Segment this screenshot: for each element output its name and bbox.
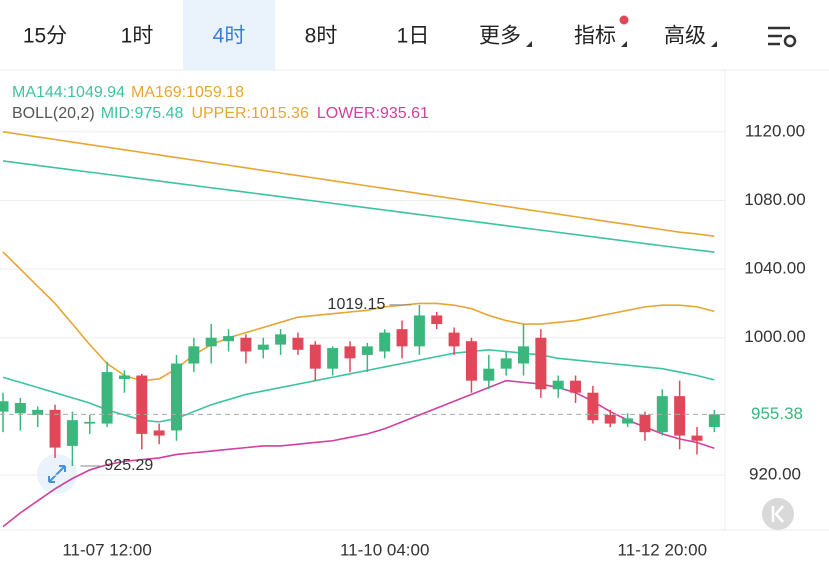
candle-body [118,375,130,379]
indicator-label: MA169:1059.18 [131,84,244,101]
candle-body [153,430,165,436]
candle-body [32,409,44,415]
candle-body [570,380,582,393]
indicator-line [2,130,715,237]
x-tick-label: 11-12 20:00 [618,540,707,559]
tool-icon [48,465,66,483]
y-tick-label: 1040.00 [744,259,805,278]
candle-body [66,420,78,446]
y-tick-label: 1000.00 [744,327,805,346]
min-label: 925.29 [104,457,153,474]
candle-body [223,336,235,342]
indicator-line [2,160,715,253]
x-tick-label: 11-07 12:00 [62,540,151,559]
dropdown-caret [711,41,717,47]
candle-body [0,401,9,412]
dropdown-caret [621,41,627,47]
candle-body [361,346,373,355]
candle-body [14,402,26,414]
max-label: 1019.15 [328,296,386,313]
candle-body [257,344,269,350]
tab[interactable]: 更多 [479,25,521,48]
tab[interactable]: 1日 [397,25,430,48]
candle-body [518,346,529,364]
tab[interactable]: 4时 [213,25,246,48]
candle-body [413,315,425,347]
candle-body [500,358,512,369]
tab[interactable]: 1时 [121,25,154,48]
dropdown-caret [526,41,532,47]
candle-body [674,396,686,436]
settings-icon[interactable] [768,26,797,48]
tab[interactable]: 8时 [305,25,338,48]
candle-body [344,346,356,359]
candle-body [275,334,287,345]
candle-body [136,375,148,434]
indicator-label: MA144:1049.94 [12,84,125,101]
candle-body [639,415,651,433]
y-tick-label: 920.00 [749,465,801,484]
badge-dot [619,15,629,25]
tab-selected-bg [183,0,275,70]
candle-body [622,418,634,424]
candle-body [587,392,599,421]
candle-body [327,348,339,369]
last-price-bg [730,401,826,428]
candle-body [188,346,200,364]
candle-body [240,337,252,352]
candle-body [691,435,703,441]
candle-body [171,363,182,431]
candle-body [552,380,564,390]
candle-body [656,396,668,433]
candle-body [431,315,443,325]
indicator-label: UPPER:1015.36 [191,105,309,122]
y-tick-label: 1120.00 [745,121,805,140]
candle-body [604,415,616,424]
y-tick-label: 1080.00 [744,190,805,209]
candle-body [205,337,217,347]
candle-body [465,341,477,381]
candle-body [84,421,96,424]
reset-button[interactable] [762,498,794,530]
candle-body [448,332,460,347]
tab[interactable]: 指标 [574,25,616,48]
indicator-line [2,251,715,382]
candle-body [535,337,547,390]
reset-icon [771,505,784,523]
candle-body [483,368,495,381]
indicator-label: BOLL(20,2) [12,105,95,122]
candle-body [49,409,61,448]
candle-body [292,337,304,350]
last-price-label: 955.38 [751,404,803,423]
candle-body [101,372,113,424]
candle-body [309,344,321,369]
indicator-label: LOWER:935.61 [317,105,429,122]
icon-gear [783,34,797,48]
tab[interactable]: 15分 [23,25,67,48]
candle-body [379,332,391,352]
x-tick-label: 11-10 04:00 [340,540,429,559]
indicator-label: MID:975.48 [101,105,184,122]
candle-body [708,414,720,428]
tab[interactable]: 高级 [664,25,706,48]
candle-body [396,329,408,347]
